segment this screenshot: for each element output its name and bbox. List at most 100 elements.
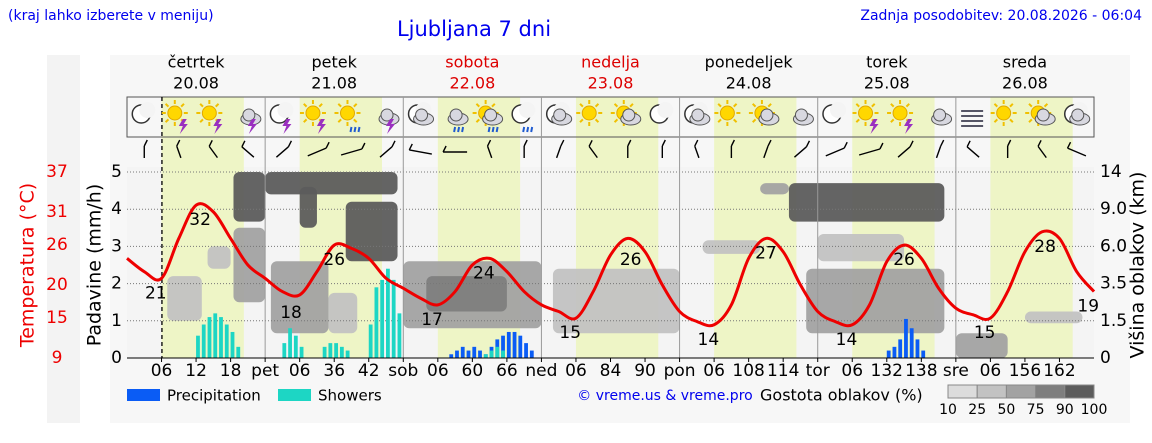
sun-ray xyxy=(475,103,480,108)
wind-shaft xyxy=(555,145,562,159)
weather-icon xyxy=(511,102,536,133)
x-tick-label: 90 xyxy=(634,361,656,381)
precip-bar xyxy=(334,343,339,358)
weather-icon xyxy=(378,108,400,134)
x-tick-label: 06 xyxy=(703,361,725,381)
cloud-block xyxy=(806,268,945,334)
y2-tick-label: 6.0 xyxy=(1100,236,1127,256)
precip-bar xyxy=(201,324,206,358)
legend-swatch xyxy=(278,389,311,401)
y-tick-label: 3 xyxy=(111,236,122,256)
wind-shaft xyxy=(793,146,807,158)
day-name: torek xyxy=(866,53,908,72)
precip-bar xyxy=(886,350,891,358)
day-date: 23.08 xyxy=(588,74,634,93)
sun-ray xyxy=(164,103,170,108)
rain-drop xyxy=(526,126,530,133)
wind-shaft xyxy=(858,148,881,156)
title: Ljubljana 7 dni xyxy=(397,17,551,41)
weather-icon xyxy=(961,110,984,127)
cloud-block xyxy=(207,246,231,269)
day-name: sreda xyxy=(1003,53,1047,72)
sun-ray xyxy=(629,103,634,108)
lightning xyxy=(178,119,188,134)
y-tick-label: 2 xyxy=(111,274,122,294)
wind-barb xyxy=(858,142,884,156)
precip-bar xyxy=(293,335,298,358)
precip-bar xyxy=(345,350,350,358)
sun-ray xyxy=(752,103,757,108)
cloud-block xyxy=(265,172,398,195)
wind-shaft xyxy=(588,145,598,159)
moon-cut xyxy=(277,102,294,118)
temp-label: 17 xyxy=(421,310,443,330)
sun-ray xyxy=(890,118,895,123)
wind-feather xyxy=(767,139,772,147)
menu-note[interactable]: (kraj lahko izberete v meniju) xyxy=(8,8,214,24)
wind-feather xyxy=(287,140,293,148)
wind-barb xyxy=(340,142,366,156)
wind-barb xyxy=(588,140,598,159)
x-tick-label: 12 xyxy=(185,361,207,381)
sun-ray xyxy=(303,103,308,108)
wind-feather xyxy=(325,141,330,149)
wind-shaft xyxy=(486,145,493,159)
x-tick-label: tor xyxy=(806,361,830,381)
cloud-top xyxy=(415,108,429,122)
x-tick-label: pon xyxy=(664,361,696,381)
weather-icon xyxy=(240,108,262,134)
wind-barb xyxy=(555,139,565,159)
sun-ray xyxy=(1009,118,1014,123)
density-swatch xyxy=(976,384,1007,399)
sun-ray xyxy=(767,103,772,108)
weather-icon xyxy=(887,100,914,134)
wind-barb xyxy=(730,139,736,158)
temp-tick-label: 37 xyxy=(46,162,68,182)
cloud-block xyxy=(270,261,329,334)
precip-bar xyxy=(380,279,385,358)
weather-icon xyxy=(196,100,223,134)
precip-bar xyxy=(506,331,511,358)
sun-ray xyxy=(1028,118,1033,123)
wind-barb xyxy=(307,141,330,157)
sun-ray xyxy=(993,118,999,123)
weather-icon xyxy=(299,100,326,134)
weather-icon xyxy=(269,102,294,134)
wind-barb xyxy=(694,139,700,159)
sun-ray xyxy=(594,103,600,108)
copyright[interactable]: © vreme.us & vreme.pro xyxy=(577,388,752,404)
sun-ray xyxy=(1043,103,1049,108)
temp-label: 32 xyxy=(189,210,211,230)
x-tick-label: 162 xyxy=(1043,361,1075,381)
wind-barb xyxy=(763,139,772,159)
precip-bar xyxy=(386,268,390,358)
sun-ray xyxy=(993,103,999,108)
weather-icon xyxy=(714,100,741,126)
weather-icon xyxy=(545,102,573,126)
moon-cut xyxy=(829,102,846,118)
sun-ray xyxy=(353,103,358,108)
precip-bar xyxy=(501,335,505,358)
weather-icon xyxy=(649,102,674,124)
x-tick-label: 06 xyxy=(980,361,1002,381)
cloud-top xyxy=(760,108,774,122)
lightning xyxy=(386,119,396,134)
sun-ray xyxy=(733,118,738,123)
x-tick-label: ned xyxy=(525,361,557,381)
precip-bar xyxy=(299,346,304,358)
x-tick-label: 06 xyxy=(841,361,863,381)
lightning xyxy=(213,119,223,134)
y2-tick-label: 1.5 xyxy=(1100,311,1127,331)
precip-bar xyxy=(501,350,505,358)
wind-feather xyxy=(909,140,914,148)
lightning xyxy=(316,119,326,134)
day-name: petek xyxy=(312,53,358,72)
temp-label: 15 xyxy=(974,323,996,343)
sun-ray xyxy=(717,118,722,123)
wind-barb xyxy=(143,139,148,158)
lightning xyxy=(869,119,879,134)
legend-label: Precipitation xyxy=(167,387,261,405)
y2-tick-label: 14 xyxy=(1100,162,1122,182)
wind-barb xyxy=(1066,141,1087,157)
x-tick-label: 06 xyxy=(151,361,173,381)
